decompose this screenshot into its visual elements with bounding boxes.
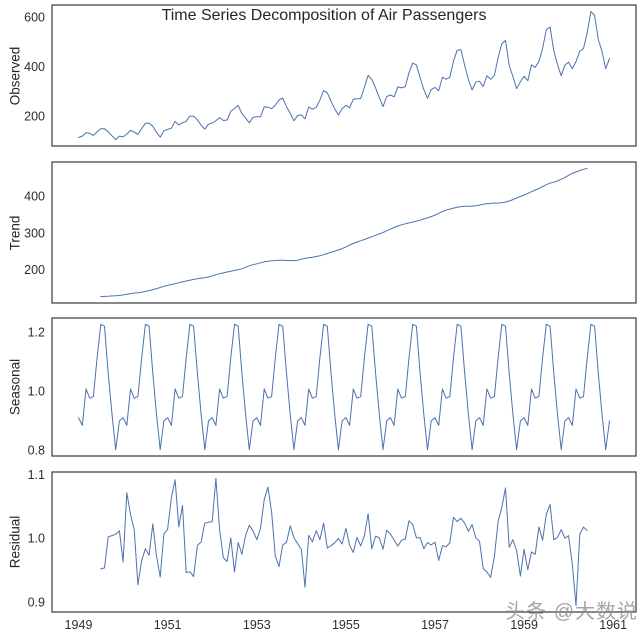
x-tick-label: 1961 [599, 618, 627, 632]
panel-border-residual [51, 471, 637, 613]
ylabel-trend: Trend [7, 215, 23, 250]
y-tick-label: 200 [24, 109, 45, 123]
y-tick-label: 300 [24, 226, 45, 240]
x-tick-label: 1953 [243, 618, 271, 632]
chart-title: Time Series Decomposition of Air Passeng… [161, 7, 487, 24]
ylabel-observed: Observed [7, 46, 23, 105]
y-tick-label: 400 [24, 60, 45, 74]
x-tick-label: 1951 [154, 618, 182, 632]
y-tick-label: 400 [24, 190, 45, 204]
trend-series-line [100, 167, 588, 298]
x-tick-label: 1959 [510, 618, 538, 632]
ylabel-seasonal: Seasonal [7, 358, 23, 416]
ylabel-residual: Residual [7, 515, 23, 569]
observed-series-line [78, 10, 610, 141]
panel-border-observed [51, 4, 637, 147]
panel-border-seasonal [51, 317, 637, 457]
y-tick-label: 1.2 [28, 326, 45, 340]
residual-series-line [100, 477, 588, 607]
seasonal-series-line [78, 323, 610, 451]
y-tick-label: 1.0 [28, 532, 45, 546]
watermark-text: 头条 @大数说 [505, 601, 638, 623]
y-tick-label: 1.1 [28, 468, 45, 482]
x-tick-label: 1957 [421, 618, 449, 632]
y-tick-label: 0.9 [28, 595, 45, 609]
y-tick-label: 0.8 [28, 444, 45, 458]
panel-border-trend [51, 161, 637, 304]
x-tick-label: 1955 [332, 618, 360, 632]
y-tick-label: 600 [24, 10, 45, 24]
y-tick-label: 200 [24, 263, 45, 277]
x-tick-label: 1949 [65, 618, 93, 632]
y-tick-label: 1.0 [28, 385, 45, 399]
